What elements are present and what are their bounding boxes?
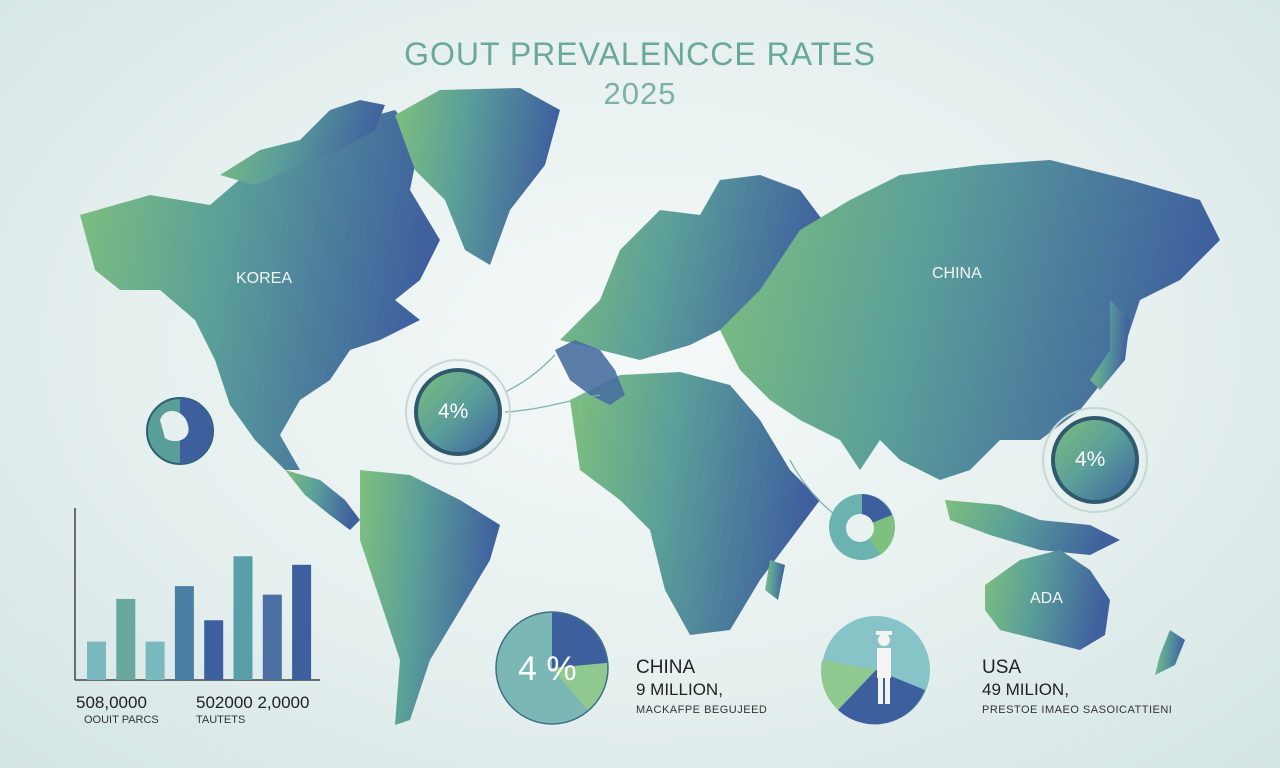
pie-left [495,611,609,725]
arctic-islands-shape [220,100,385,185]
bar-chart-right-caption: TAUTETS [196,714,246,726]
bar-chart-left-caption: OOUIT PARCS [84,714,159,726]
madagascar-shape [765,560,785,600]
japan-shape [1090,300,1130,390]
stat-usa-value: 49 MILION, [982,680,1069,699]
bar-chart [74,508,320,681]
southeast-asia-islands-shape [945,500,1120,555]
small-disc-left [146,397,214,465]
map-label-china: CHINA [932,265,982,282]
africa-shape [570,372,820,635]
bar-chart-left-number: 508,0000 [76,693,147,712]
australia-shape [985,550,1110,650]
europe-shape [560,175,830,360]
bar-4 [174,586,194,680]
stat-china-country: CHINA [636,657,696,678]
ring-atlantic-label: 4% [438,400,469,423]
north-america-shape [80,110,440,470]
page-title: GOUT PREVALENCCE RATES [404,36,876,72]
greenland-shape [395,88,560,265]
ring-atlantic [405,359,511,465]
pie-left-percent: 4 % [518,650,577,688]
bar-5 [204,620,224,680]
bar-2 [116,598,136,680]
south-america-shape [360,470,500,725]
doctor-figure-icon [876,631,892,704]
map-label-australia: ADA [1030,590,1063,607]
central-america-shape [285,470,360,530]
continents [80,88,1220,725]
ring-pacific [1042,407,1148,513]
asia-shape [720,160,1220,480]
bar-chart-right-number: 502000 2,0000 [196,693,310,712]
pie-right [820,616,930,725]
bar-7 [262,594,282,680]
ring-pacific-label: 4% [1075,448,1106,471]
new-zealand-shape [1155,630,1185,675]
bar-6 [233,556,253,680]
page-subtitle-year: 2025 [603,76,677,111]
bar-1 [87,641,106,680]
stat-china-caption: MACKAFPE BEGUJEED [636,704,768,716]
bar-3 [145,641,165,680]
stat-usa-country: USA [982,657,1022,678]
small-disc-indian [829,494,895,560]
stat-china-value: 9 MILLION, [636,680,723,699]
stat-usa-caption: PRESTOE IMAEO SASOICATTIENI [982,704,1173,716]
bar-8 [292,564,312,680]
iberia-highlight-blob [555,340,625,405]
map-label-korea: KOREA [236,270,293,287]
